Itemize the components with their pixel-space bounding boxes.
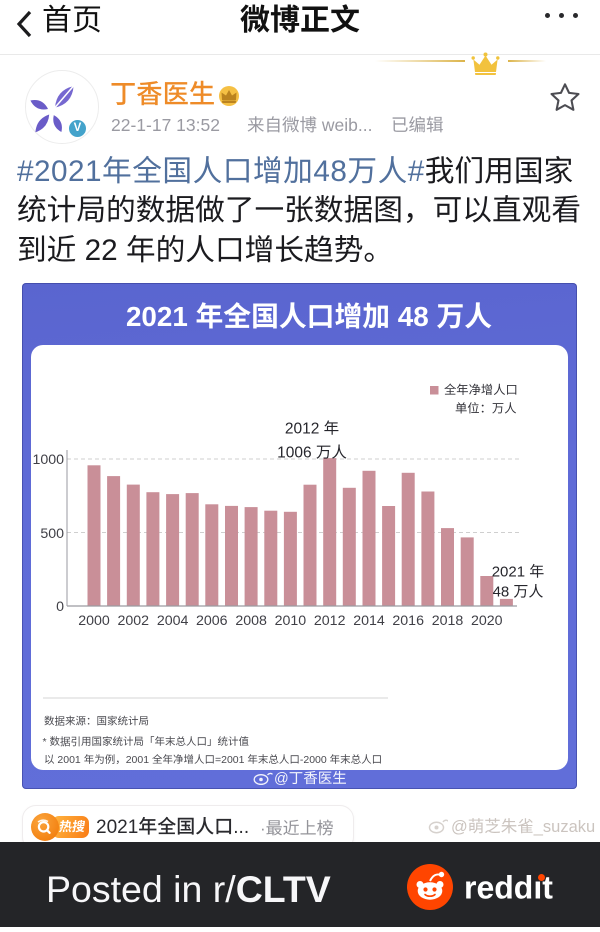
svg-text:2021 年: 2021 年 <box>492 564 545 581</box>
svg-text:500: 500 <box>40 526 64 542</box>
svg-text:1006 万人: 1006 万人 <box>277 445 347 462</box>
svg-text:* 数据引用国家统计局「年末总人口」统计值: * 数据引用国家统计局「年末总人口」统计值 <box>43 735 250 748</box>
svg-text:2014: 2014 <box>353 613 385 629</box>
svg-text:2004: 2004 <box>157 613 189 629</box>
svg-text:2012: 2012 <box>314 613 346 629</box>
svg-text:0: 0 <box>56 599 64 615</box>
svg-text:数据来源：国家统计局: 数据来源：国家统计局 <box>44 715 149 728</box>
svg-text:2006: 2006 <box>196 613 228 629</box>
svg-text:2008: 2008 <box>235 613 267 629</box>
svg-text:全年净增人口: 全年净增人口 <box>444 383 518 397</box>
svg-text:48 万人: 48 万人 <box>493 584 544 601</box>
svg-text:2000: 2000 <box>78 613 110 629</box>
svg-text:2002: 2002 <box>118 613 150 629</box>
svg-text:单位：万人: 单位：万人 <box>455 402 517 416</box>
svg-text:2012 年: 2012 年 <box>285 420 339 438</box>
svg-text:以 2001 年为例，2001 全年净增人口=2001 年末: 以 2001 年为例，2001 全年净增人口=2001 年末总人口-2000 年… <box>44 754 382 766</box>
svg-text:2010: 2010 <box>275 613 307 629</box>
svg-text:2016: 2016 <box>392 613 424 629</box>
svg-text:2018: 2018 <box>432 613 464 629</box>
svg-text:1000: 1000 <box>32 452 64 468</box>
svg-text:2020: 2020 <box>471 613 503 629</box>
